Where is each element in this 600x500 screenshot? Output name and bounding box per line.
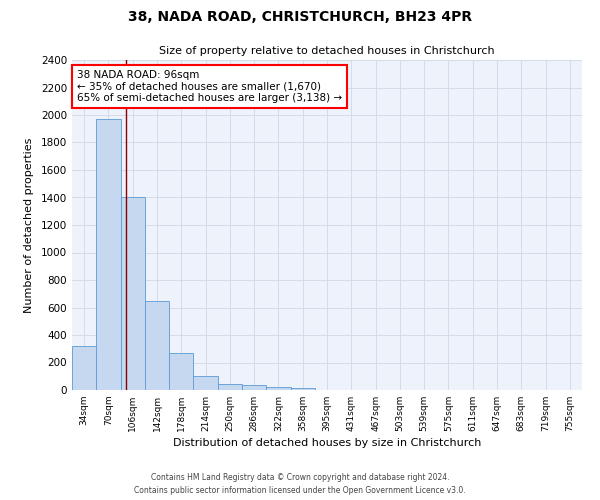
Bar bbox=[169, 353, 193, 390]
Text: 38 NADA ROAD: 96sqm
← 35% of detached houses are smaller (1,670)
65% of semi-det: 38 NADA ROAD: 96sqm ← 35% of detached ho… bbox=[77, 70, 342, 103]
Bar bbox=[193, 376, 218, 390]
Text: Contains HM Land Registry data © Crown copyright and database right 2024.
Contai: Contains HM Land Registry data © Crown c… bbox=[134, 474, 466, 495]
Bar bbox=[145, 300, 169, 390]
Bar bbox=[242, 385, 266, 390]
Y-axis label: Number of detached properties: Number of detached properties bbox=[24, 138, 34, 312]
Bar bbox=[121, 198, 145, 390]
Bar bbox=[290, 388, 315, 390]
Bar bbox=[218, 384, 242, 390]
Bar bbox=[266, 387, 290, 390]
Bar bbox=[96, 119, 121, 390]
Bar bbox=[72, 346, 96, 390]
Title: Size of property relative to detached houses in Christchurch: Size of property relative to detached ho… bbox=[159, 46, 495, 56]
X-axis label: Distribution of detached houses by size in Christchurch: Distribution of detached houses by size … bbox=[173, 438, 481, 448]
Text: 38, NADA ROAD, CHRISTCHURCH, BH23 4PR: 38, NADA ROAD, CHRISTCHURCH, BH23 4PR bbox=[128, 10, 472, 24]
